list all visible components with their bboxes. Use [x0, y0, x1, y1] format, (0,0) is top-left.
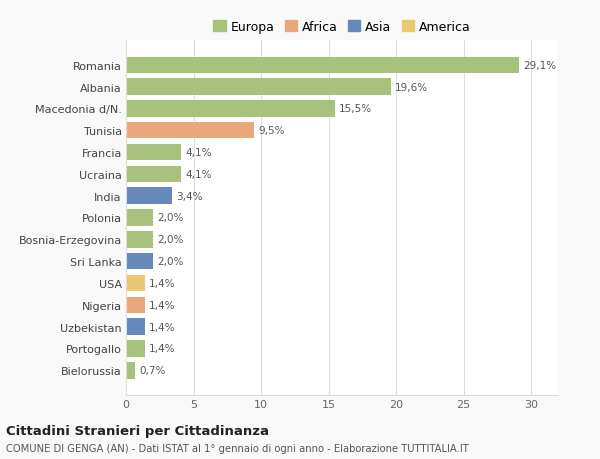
Bar	[126, 253, 153, 270]
Text: 1,4%: 1,4%	[149, 322, 175, 332]
Bar	[126, 188, 172, 204]
Text: 1,4%: 1,4%	[149, 279, 175, 288]
Text: 15,5%: 15,5%	[340, 104, 373, 114]
Text: 1,4%: 1,4%	[149, 344, 175, 354]
Text: 9,5%: 9,5%	[259, 126, 285, 136]
Bar	[126, 166, 181, 183]
Bar	[126, 145, 181, 161]
Bar	[126, 297, 145, 313]
Text: 2,0%: 2,0%	[157, 235, 184, 245]
Text: 29,1%: 29,1%	[523, 61, 556, 71]
Text: Cittadini Stranieri per Cittadinanza: Cittadini Stranieri per Cittadinanza	[6, 424, 269, 437]
Text: COMUNE DI GENGA (AN) - Dati ISTAT al 1° gennaio di ogni anno - Elaborazione TUTT: COMUNE DI GENGA (AN) - Dati ISTAT al 1° …	[6, 443, 469, 453]
Bar	[126, 319, 145, 335]
Bar	[126, 123, 254, 139]
Bar	[126, 232, 153, 248]
Text: 19,6%: 19,6%	[395, 82, 428, 92]
Text: 1,4%: 1,4%	[149, 300, 175, 310]
Bar	[126, 341, 145, 357]
Text: 2,0%: 2,0%	[157, 213, 184, 223]
Text: 4,1%: 4,1%	[185, 148, 212, 157]
Text: 0,7%: 0,7%	[139, 365, 166, 375]
Bar	[126, 275, 145, 291]
Bar	[126, 210, 153, 226]
Bar	[126, 79, 391, 95]
Text: 2,0%: 2,0%	[157, 257, 184, 267]
Legend: Europa, Africa, Asia, America: Europa, Africa, Asia, America	[208, 16, 476, 39]
Bar	[126, 101, 335, 118]
Bar	[126, 362, 136, 379]
Bar	[126, 57, 519, 74]
Text: 3,4%: 3,4%	[176, 191, 202, 201]
Text: 4,1%: 4,1%	[185, 169, 212, 179]
